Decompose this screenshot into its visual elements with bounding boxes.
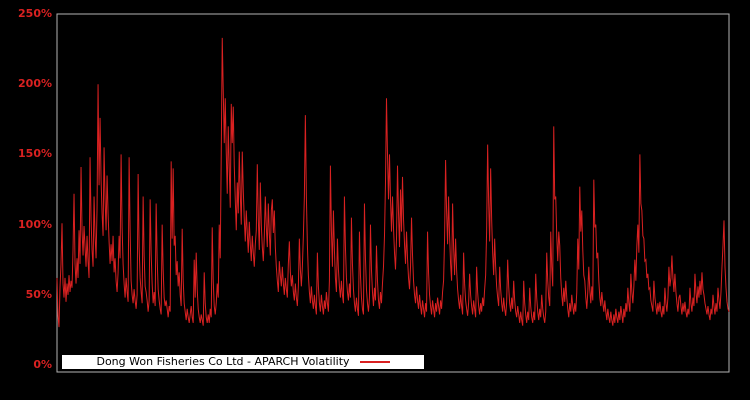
- volatility-line: [56, 37, 730, 328]
- y-tick-label: 150%: [18, 147, 52, 161]
- y-tick-label: 0%: [33, 358, 52, 371]
- y-tick-label: 250%: [18, 7, 52, 20]
- legend-line-swatch: [359, 361, 390, 363]
- legend-label: Dong Won Fisheries Co Ltd - APARCH Volat…: [96, 355, 350, 368]
- plot-frame: [56, 13, 730, 373]
- y-tick-label: 200%: [18, 77, 52, 91]
- legend: Dong Won Fisheries Co Ltd - APARCH Volat…: [62, 355, 424, 369]
- y-tick-label: 50%: [25, 287, 52, 301]
- y-tick-label: 100%: [18, 217, 52, 231]
